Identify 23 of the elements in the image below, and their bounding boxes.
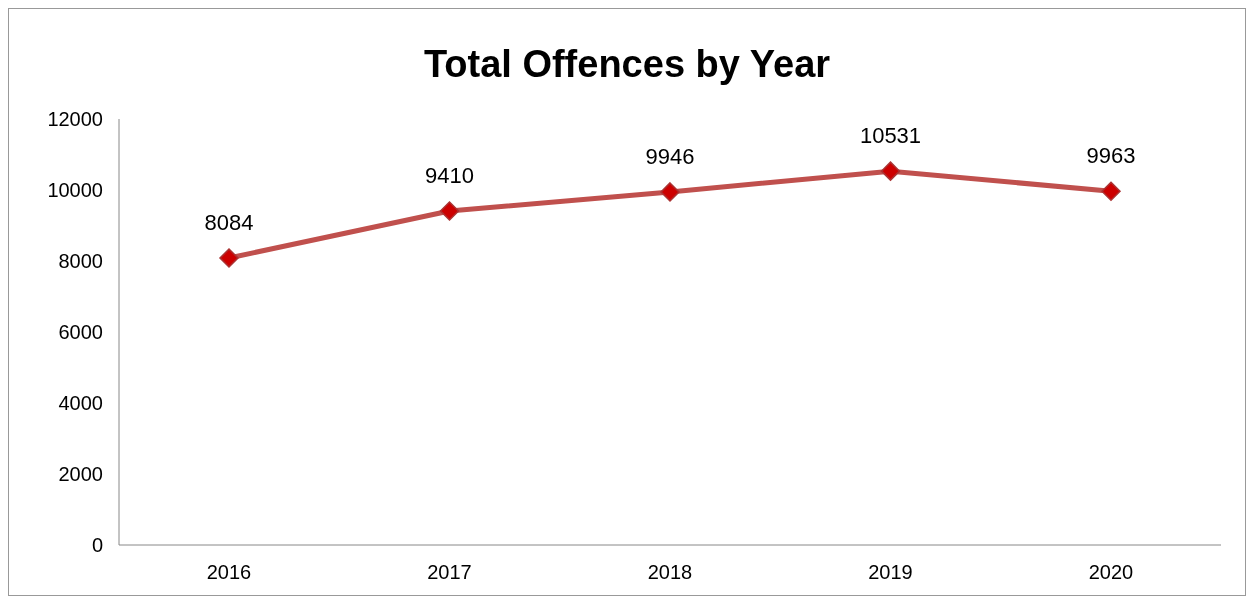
x-tick-label: 2017 — [427, 561, 472, 584]
y-tick-label: 6000 — [58, 321, 103, 344]
point — [660, 182, 680, 202]
y-tick-label: 12000 — [47, 108, 103, 131]
x-tick-label: 2018 — [647, 561, 693, 584]
x-tick-label: 2019 — [868, 561, 913, 584]
y-tick-label: 10000 — [47, 179, 103, 202]
x-tick-label: 2020 — [1088, 561, 1134, 584]
y-tick-label: 0 — [91, 534, 103, 557]
point — [439, 201, 460, 221]
data-label: 9963 — [1086, 143, 1136, 169]
y-tick-label: 2000 — [58, 463, 103, 486]
data-label: 9410 — [425, 162, 474, 188]
point — [880, 161, 901, 181]
chart-title: Total Offences by Year — [422, 43, 832, 86]
data-label: 10531 — [859, 123, 922, 149]
data-label: 8084 — [204, 210, 254, 236]
data-label: 9946 — [645, 143, 695, 169]
y-tick-label: 4000 — [58, 392, 103, 415]
point — [1101, 181, 1121, 202]
point — [219, 248, 239, 268]
x-tick-label: 2016 — [206, 561, 252, 584]
y-tick-label: 8000 — [58, 250, 103, 273]
